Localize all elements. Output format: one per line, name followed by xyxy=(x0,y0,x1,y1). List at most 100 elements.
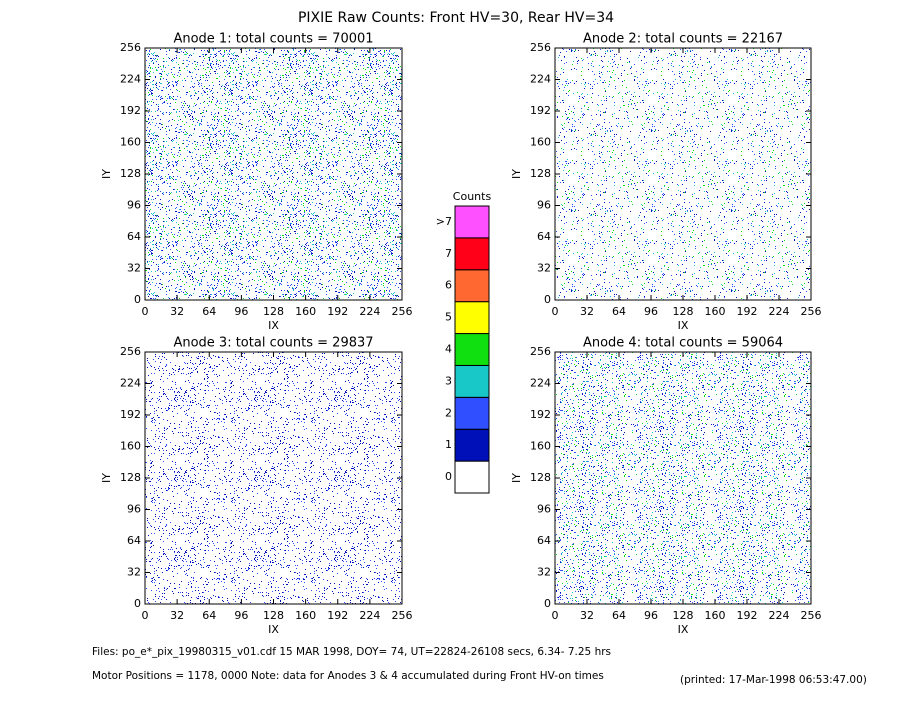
footer-files: Files: po_e*_pix_19980315_v01.cdf 15 MAR… xyxy=(92,646,611,658)
x-tick-label: 0 xyxy=(142,609,149,622)
x-tick-label: 64 xyxy=(202,305,216,318)
footer-printed: (printed: 17-Mar-1998 06:53:47.00) xyxy=(680,674,867,686)
y-tick-label: 160 xyxy=(530,440,551,453)
x-tick-label: 192 xyxy=(737,609,758,622)
panel-title: Anode 3: total counts = 29837 xyxy=(173,336,373,351)
heatmap-image xyxy=(145,48,402,300)
colorbar-swatch xyxy=(454,269,490,303)
x-tick-label: 32 xyxy=(580,305,594,318)
colorbar-swatch xyxy=(454,396,490,430)
y-tick-label: 64 xyxy=(537,230,551,243)
y-tick-label: 160 xyxy=(530,136,551,149)
colorbar-label: 0 xyxy=(445,470,452,483)
x-tick-label: 0 xyxy=(552,305,559,318)
x-tick-label: 192 xyxy=(327,609,348,622)
y-tick-label: 128 xyxy=(530,167,551,180)
x-tick-label: 32 xyxy=(170,305,184,318)
x-tick-label: 96 xyxy=(644,305,658,318)
y-tick-label: 128 xyxy=(530,471,551,484)
colorbar-label: 4 xyxy=(445,343,452,356)
x-axis-label: IX xyxy=(268,319,279,332)
y-tick-label: 128 xyxy=(120,167,141,180)
x-tick-label: 160 xyxy=(705,609,726,622)
x-tick-label: 64 xyxy=(202,609,216,622)
y-tick-label: 0 xyxy=(134,597,141,610)
colorbar-swatch xyxy=(454,301,490,335)
colorbar-label: 3 xyxy=(445,374,452,387)
x-tick-label: 128 xyxy=(263,609,284,622)
footer-motor: Motor Positions = 1178, 0000 Note: data … xyxy=(92,670,604,682)
y-tick-label: 192 xyxy=(530,104,551,117)
heatmap-image xyxy=(555,352,811,604)
colorbar-label: 5 xyxy=(445,311,452,324)
y-tick-label: 32 xyxy=(127,566,141,579)
x-tick-label: 128 xyxy=(263,305,284,318)
y-tick-label: 64 xyxy=(127,230,141,243)
x-tick-label: 0 xyxy=(142,305,149,318)
y-tick-label: 224 xyxy=(120,377,141,390)
x-tick-label: 64 xyxy=(612,609,626,622)
y-tick-label: 192 xyxy=(120,104,141,117)
colorbar-swatch xyxy=(454,428,490,462)
y-tick-label: 256 xyxy=(120,345,141,358)
y-axis-label: IY xyxy=(100,169,113,179)
x-tick-label: 32 xyxy=(580,609,594,622)
colorbar-label: 6 xyxy=(445,279,452,292)
x-tick-label: 256 xyxy=(801,305,822,318)
colorbar-label: 7 xyxy=(445,247,452,260)
y-axis-label: IY xyxy=(510,473,523,483)
y-axis-label: IY xyxy=(510,169,523,179)
y-tick-label: 96 xyxy=(127,503,141,516)
y-tick-label: 224 xyxy=(120,73,141,86)
x-tick-label: 256 xyxy=(392,609,413,622)
colorbar-swatch xyxy=(454,333,490,366)
y-tick-label: 64 xyxy=(127,534,141,547)
panel-title: Anode 2: total counts = 22167 xyxy=(583,32,783,47)
y-tick-label: 192 xyxy=(530,408,551,421)
y-tick-label: 96 xyxy=(537,503,551,516)
colorbar-swatch xyxy=(454,460,490,494)
y-tick-label: 224 xyxy=(530,73,551,86)
y-tick-label: 32 xyxy=(537,566,551,579)
y-tick-label: 160 xyxy=(120,440,141,453)
y-tick-label: 32 xyxy=(537,262,551,275)
figure-title: PIXIE Raw Counts: Front HV=30, Rear HV=3… xyxy=(298,10,614,26)
x-axis-label: IX xyxy=(268,623,279,636)
y-tick-label: 192 xyxy=(120,408,141,421)
y-tick-label: 160 xyxy=(120,136,141,149)
y-tick-label: 256 xyxy=(120,41,141,54)
colorbar-swatch xyxy=(454,205,490,239)
y-tick-label: 64 xyxy=(537,534,551,547)
x-tick-label: 256 xyxy=(801,609,822,622)
x-tick-label: 32 xyxy=(170,609,184,622)
y-tick-label: 96 xyxy=(127,199,141,212)
x-tick-label: 224 xyxy=(359,305,380,318)
y-tick-label: 256 xyxy=(530,41,551,54)
y-tick-label: 96 xyxy=(537,199,551,212)
colorbar-label: >7 xyxy=(436,215,452,228)
x-tick-label: 0 xyxy=(552,609,559,622)
y-tick-label: 32 xyxy=(127,262,141,275)
x-axis-label: IX xyxy=(678,623,689,636)
colorbar-label: 1 xyxy=(445,438,452,451)
x-tick-label: 160 xyxy=(295,305,316,318)
x-tick-label: 128 xyxy=(673,609,694,622)
x-tick-label: 160 xyxy=(295,609,316,622)
y-tick-label: 128 xyxy=(120,471,141,484)
x-tick-label: 96 xyxy=(234,305,248,318)
panel-title: Anode 4: total counts = 59064 xyxy=(583,336,783,351)
heatmap-image xyxy=(145,352,402,604)
x-tick-label: 96 xyxy=(644,609,658,622)
x-tick-label: 64 xyxy=(612,305,626,318)
panel-title: Anode 1: total counts = 70001 xyxy=(173,32,373,47)
x-tick-label: 224 xyxy=(769,609,790,622)
x-tick-label: 192 xyxy=(327,305,348,318)
colorbar-swatch xyxy=(454,237,490,271)
x-tick-label: 96 xyxy=(234,609,248,622)
colorbar-label: 2 xyxy=(445,406,452,419)
y-tick-label: 0 xyxy=(544,293,551,306)
y-axis-label: IY xyxy=(100,473,113,483)
colorbar-swatch xyxy=(454,364,490,398)
